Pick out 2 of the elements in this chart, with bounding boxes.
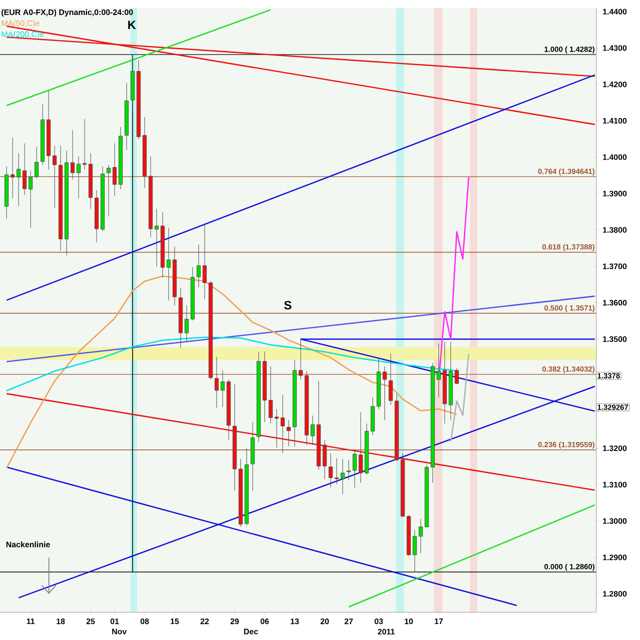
annotation: K — [128, 20, 136, 30]
annotation: S — [284, 300, 292, 310]
